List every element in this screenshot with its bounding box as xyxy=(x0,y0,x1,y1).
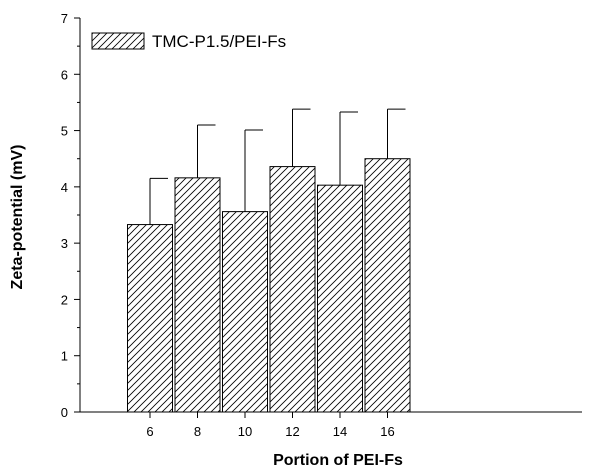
y-tick-label: 1 xyxy=(61,349,68,364)
y-tick-label: 5 xyxy=(61,124,68,139)
y-tick-label: 3 xyxy=(61,236,68,251)
bar xyxy=(127,224,173,413)
bar xyxy=(222,211,268,413)
x-tick-label: 8 xyxy=(194,424,201,439)
x-tick-label: 12 xyxy=(285,424,299,439)
bar xyxy=(364,158,411,413)
x-axis-title: Portion of PEI-Fs xyxy=(273,452,403,469)
y-axis-title: Zeta-potential (mV) xyxy=(9,145,26,290)
x-tick-label: 10 xyxy=(238,424,252,439)
bar xyxy=(317,184,363,413)
legend-label: TMC-P1.5/PEI-Fs xyxy=(152,32,286,51)
y-tick-label: 6 xyxy=(61,67,68,82)
legend-swatch xyxy=(91,32,145,50)
y-tick-label: 2 xyxy=(61,292,68,307)
x-tick-label: 14 xyxy=(333,424,347,439)
x-tick-label: 16 xyxy=(380,424,394,439)
legend: TMC-P1.5/PEI-Fs xyxy=(91,32,286,51)
bar xyxy=(269,166,316,413)
x-tick-label: 6 xyxy=(146,424,153,439)
y-tick-label: 4 xyxy=(61,180,68,195)
bar xyxy=(174,177,221,413)
y-tick-label: 7 xyxy=(61,11,68,26)
y-tick-label: 0 xyxy=(61,405,68,420)
